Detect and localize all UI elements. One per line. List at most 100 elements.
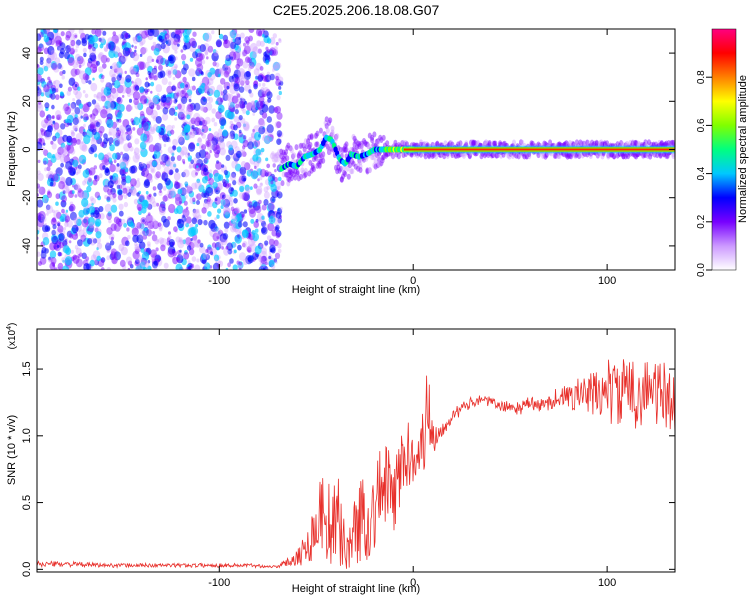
- noise-cell: [193, 102, 201, 111]
- track-halo-cell: [401, 152, 406, 158]
- track-halo-cell: [595, 152, 600, 159]
- track-halo-cell: [317, 163, 322, 170]
- noise-cell: [182, 60, 186, 65]
- track-halo-cell: [349, 168, 354, 175]
- track-halo-cell: [309, 134, 314, 141]
- noise-cell: [112, 173, 119, 181]
- noise-cell: [148, 144, 156, 153]
- noise-cell: [238, 129, 242, 134]
- noise-cell: [266, 267, 270, 270]
- noise-cell: [205, 140, 212, 148]
- noise-cell: [196, 142, 200, 147]
- noise-cell: [212, 262, 220, 270]
- noise-cell: [162, 30, 165, 34]
- noise-cell: [40, 212, 44, 218]
- noise-cell: [225, 174, 230, 179]
- noise-cell: [85, 256, 90, 261]
- noise-cell: [236, 234, 240, 238]
- noise-cell: [252, 112, 255, 116]
- y-tick-label: 0.5: [21, 495, 33, 510]
- noise-cell: [236, 93, 241, 98]
- noise-cell: [111, 256, 118, 265]
- noise-cell: [261, 226, 268, 235]
- noise-cell: [231, 73, 239, 83]
- noise-cell: [69, 103, 75, 111]
- noise-cell: [180, 146, 188, 156]
- noise-cell: [184, 35, 188, 40]
- track-halo-cell: [671, 153, 675, 159]
- noise-cell: [92, 66, 98, 73]
- noise-cell: [131, 44, 134, 48]
- noise-cell: [177, 103, 182, 110]
- noise-cell: [106, 227, 113, 235]
- noise-cell: [195, 116, 201, 123]
- noise-cell: [118, 104, 125, 112]
- track-halo-cell: [492, 140, 497, 147]
- noise-cell: [116, 105, 121, 111]
- noise-cell: [162, 218, 170, 228]
- noise-cell: [40, 215, 47, 223]
- noise-cell: [268, 215, 276, 224]
- noise-cell: [268, 176, 272, 180]
- noise-cell: [196, 258, 200, 263]
- noise-cell: [98, 37, 102, 42]
- noise-cell: [59, 154, 67, 163]
- noise-cell: [265, 262, 268, 266]
- noise-cell: [133, 64, 140, 72]
- noise-cell: [196, 193, 202, 201]
- noise-cell: [136, 192, 140, 197]
- noise-cell: [243, 192, 250, 202]
- noise-cell: [199, 242, 204, 248]
- noise-cell: [201, 191, 207, 198]
- noise-cell: [115, 67, 123, 76]
- noise-cell: [168, 107, 176, 116]
- noise-cell: [226, 85, 230, 90]
- noise-cell: [177, 188, 183, 195]
- noise-cell: [211, 143, 218, 151]
- noise-cell: [57, 63, 62, 69]
- noise-cell: [267, 97, 272, 103]
- noise-cell: [259, 40, 265, 47]
- noise-cell: [81, 77, 87, 85]
- noise-cell: [264, 172, 269, 177]
- noise-cell: [148, 215, 154, 222]
- noise-cell: [167, 235, 172, 240]
- noise-cell: [176, 256, 181, 262]
- noise-cell: [203, 158, 208, 164]
- noise-cell: [147, 139, 151, 144]
- noise-cell: [203, 198, 208, 204]
- noise-cell: [83, 129, 86, 132]
- track-halo-cell: [343, 143, 348, 150]
- noise-cell: [100, 77, 105, 83]
- noise-cell: [73, 184, 79, 190]
- noise-cell: [220, 68, 225, 74]
- noise-cell: [106, 196, 111, 201]
- noise-cell: [260, 87, 265, 92]
- noise-cell: [191, 217, 197, 225]
- track-halo-cell: [449, 140, 454, 147]
- noise-cell: [195, 194, 199, 199]
- track-halo-cell: [370, 154, 375, 161]
- noise-cell: [56, 244, 60, 248]
- noise-cell: [52, 173, 59, 182]
- track-halo-cell: [356, 140, 361, 147]
- noise-cell: [200, 145, 204, 149]
- noise-cell: [74, 194, 78, 198]
- noise-cell: [188, 190, 195, 198]
- track-halo-cell: [626, 153, 631, 160]
- noise-cell: [139, 53, 143, 58]
- noise-cell: [61, 184, 70, 194]
- noise-cell: [59, 83, 63, 89]
- noise-cell: [144, 81, 150, 88]
- noise-cell: [225, 154, 231, 161]
- noise-cell: [255, 62, 262, 71]
- noise-cell: [78, 58, 86, 67]
- noise-cell: [204, 262, 211, 270]
- y-tick-label: 1.5: [21, 361, 33, 376]
- noise-cell: [184, 237, 193, 247]
- noise-cell: [69, 203, 76, 212]
- track-halo-cell: [346, 173, 351, 180]
- noise-cell: [92, 179, 98, 186]
- track-halo-cell: [364, 141, 369, 148]
- noise-cell: [88, 147, 95, 155]
